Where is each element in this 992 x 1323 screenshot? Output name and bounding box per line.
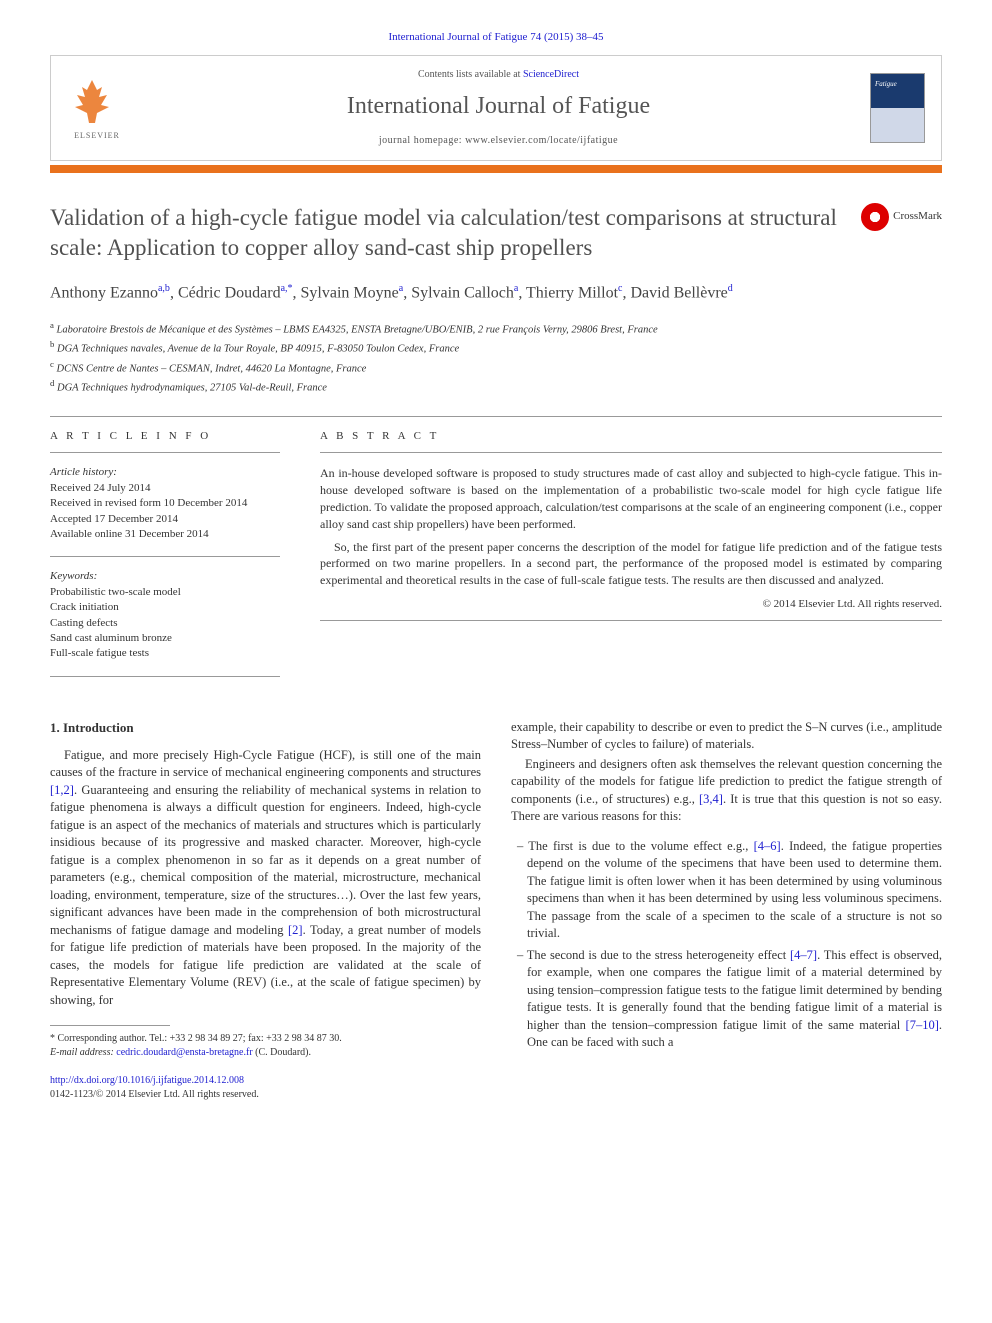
author-list: Anthony Ezannoa,b, Cédric Doudarda,*, Sy…	[50, 281, 942, 305]
corr-email-link[interactable]: cedric.doudard@ensta-bretagne.fr	[116, 1047, 252, 1058]
affiliation-b: b DGA Techniques navales, Avenue de la T…	[50, 338, 942, 357]
abstract-paragraph-1: An in-house developed software is propos…	[320, 465, 942, 532]
keyword-item: Sand cast aluminum bronze	[50, 631, 280, 646]
homepage-prefix: journal homepage:	[379, 135, 465, 146]
divider	[50, 556, 280, 557]
accepted-date: Accepted 17 December 2014	[50, 512, 280, 527]
crossmark-icon	[861, 203, 889, 231]
online-date: Available online 31 December 2014	[50, 527, 280, 542]
elsevier-logo: ELSEVIER	[67, 75, 127, 141]
keyword-item: Full-scale fatigue tests	[50, 646, 280, 661]
header-center: Contents lists available at ScienceDirec…	[147, 68, 850, 148]
left-column: 1. Introduction Fatigue, and more precis…	[50, 719, 481, 1103]
keyword-item: Probabilistic two-scale model	[50, 585, 280, 600]
bullet-item-2: – The second is due to the stress hetero…	[511, 947, 942, 1052]
contents-prefix: Contents lists available at	[418, 69, 523, 80]
keyword-item: Casting defects	[50, 616, 280, 631]
orange-divider-bar	[50, 165, 942, 173]
history-label: Article history:	[50, 465, 280, 480]
affiliation-d: d DGA Techniques hydrodynamiques, 27105 …	[50, 377, 942, 396]
received-date: Received 24 July 2014	[50, 481, 280, 496]
issn-copyright: 0142-1123/© 2014 Elsevier Ltd. All right…	[50, 1088, 481, 1102]
col2-paragraph-1: example, their capability to describe or…	[511, 719, 942, 754]
keywords-block: Keywords: Probabilistic two-scale modelC…	[50, 569, 280, 661]
homepage-line: journal homepage: www.elsevier.com/locat…	[147, 134, 850, 148]
footnote-separator	[50, 1025, 170, 1026]
ref-4-7[interactable]: [4–7]	[790, 948, 817, 962]
journal-name: International Journal of Fatigue	[147, 90, 850, 124]
abstract-copyright: © 2014 Elsevier Ltd. All rights reserved…	[320, 597, 942, 612]
email-line: E-mail address: cedric.doudard@ensta-bre…	[50, 1046, 481, 1060]
sciencedirect-link[interactable]: ScienceDirect	[523, 69, 579, 80]
ref-4-6[interactable]: [4–6]	[754, 839, 781, 853]
ref-2[interactable]: [2]	[288, 923, 303, 937]
corresponding-author-footnote: * Corresponding author. Tel.: +33 2 98 3…	[50, 1032, 481, 1060]
article-info-header: A R T I C L E I N F O	[50, 429, 280, 444]
abstract-header: A B S T R A C T	[320, 429, 942, 444]
journal-reference-link[interactable]: International Journal of Fatigue 74 (201…	[50, 30, 942, 45]
journal-header-box: ELSEVIER Contents lists available at Sci…	[50, 55, 942, 161]
divider	[50, 416, 942, 417]
doi-link[interactable]: http://dx.doi.org/10.1016/j.ijfatigue.20…	[50, 1075, 244, 1086]
elsevier-tree-icon	[67, 75, 117, 125]
elsevier-label: ELSEVIER	[67, 130, 127, 141]
abstract-column: A B S T R A C T An in-house developed so…	[320, 429, 942, 689]
bullet-item-1: – The first is due to the volume effect …	[511, 838, 942, 943]
keywords-label: Keywords:	[50, 569, 280, 584]
ref-7-10[interactable]: [7–10]	[906, 1018, 939, 1032]
doi-block: http://dx.doi.org/10.1016/j.ijfatigue.20…	[50, 1074, 481, 1102]
keyword-item: Crack initiation	[50, 600, 280, 615]
revised-date: Received in revised form 10 December 201…	[50, 496, 280, 511]
affiliation-c: c DCNS Centre de Nantes – CESMAN, Indret…	[50, 358, 942, 377]
article-title: Validation of a high-cycle fatigue model…	[50, 203, 841, 263]
crossmark-badge[interactable]: CrossMark	[861, 203, 942, 231]
section-1-heading: 1. Introduction	[50, 719, 481, 737]
contents-available-line: Contents lists available at ScienceDirec…	[147, 68, 850, 82]
ref-3-4[interactable]: [3,4]	[699, 792, 723, 806]
divider	[50, 452, 280, 453]
article-history-block: Article history: Received 24 July 2014 R…	[50, 465, 280, 542]
divider	[320, 452, 942, 453]
col2-paragraph-2: Engineers and designers often ask themse…	[511, 756, 942, 826]
journal-cover-thumbnail	[870, 73, 925, 143]
corr-author-line: * Corresponding author. Tel.: +33 2 98 3…	[50, 1032, 481, 1046]
crossmark-label: CrossMark	[893, 209, 942, 224]
intro-paragraph: Fatigue, and more precisely High-Cycle F…	[50, 747, 481, 1010]
body-two-columns: 1. Introduction Fatigue, and more precis…	[50, 719, 942, 1103]
homepage-url[interactable]: www.elsevier.com/locate/ijfatigue	[465, 135, 618, 146]
affiliation-a: a Laboratoire Brestois de Mécanique et d…	[50, 319, 942, 338]
affiliations-block: a Laboratoire Brestois de Mécanique et d…	[50, 319, 942, 396]
right-column: example, their capability to describe or…	[511, 719, 942, 1103]
title-row: Validation of a high-cycle fatigue model…	[50, 203, 942, 263]
divider	[320, 620, 942, 621]
abstract-paragraph-2: So, the first part of the present paper …	[320, 539, 942, 589]
article-info-column: A R T I C L E I N F O Article history: R…	[50, 429, 280, 689]
ref-1-2[interactable]: [1,2]	[50, 783, 74, 797]
info-abstract-row: A R T I C L E I N F O Article history: R…	[50, 429, 942, 689]
divider	[50, 676, 280, 677]
